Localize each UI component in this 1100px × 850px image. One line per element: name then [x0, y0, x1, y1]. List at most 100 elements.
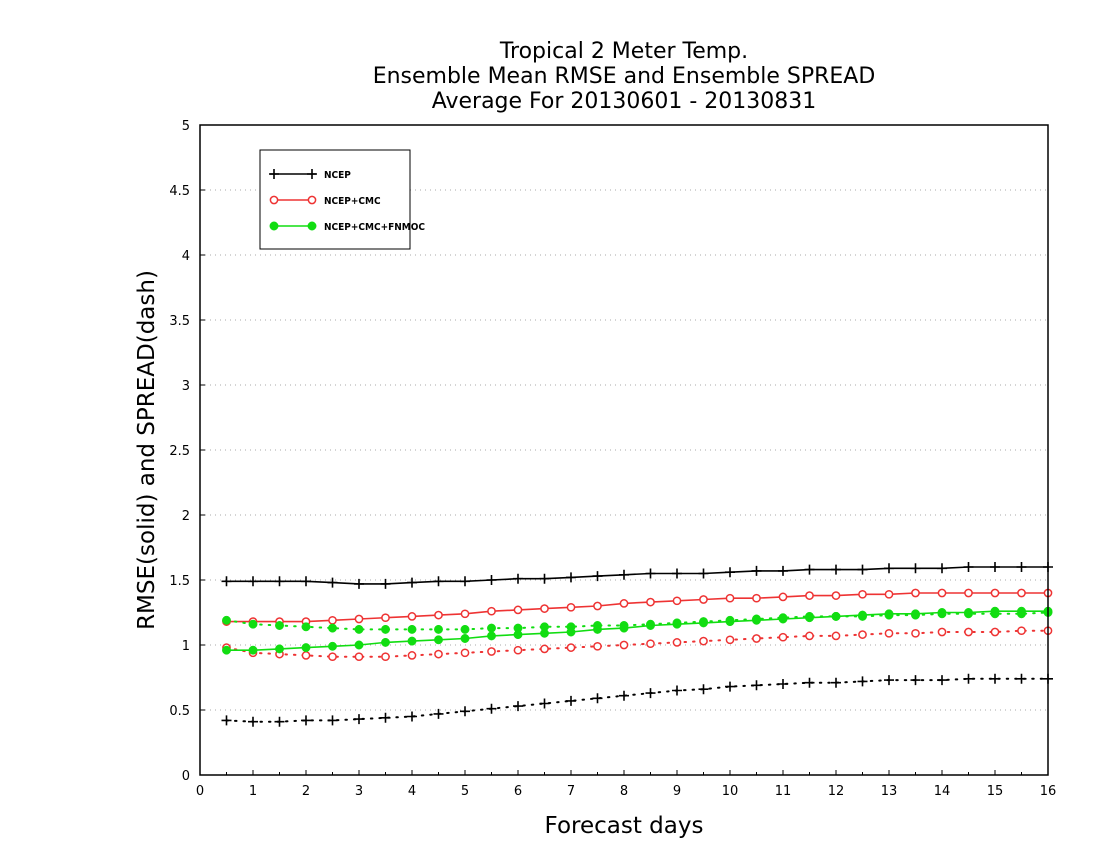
y-tick-label: 4 — [182, 249, 190, 264]
series-ncep-cmc — [222, 588, 1053, 662]
rmse-point — [1017, 588, 1026, 598]
legend-label: NCEP+CMC+FNMOC — [324, 222, 425, 233]
rmse-point — [540, 604, 549, 613]
rmse-point — [619, 599, 629, 608]
x-axis-label: Forecast days — [545, 813, 704, 839]
y-tick-label: 3 — [182, 379, 190, 394]
rmse-point — [513, 573, 523, 584]
rmse-point — [804, 564, 815, 575]
rmse-point — [699, 618, 708, 628]
rmse-point — [566, 572, 576, 583]
rmse-point — [539, 573, 550, 584]
spread-point — [910, 675, 921, 686]
spread-point — [328, 623, 337, 633]
y-tick-label: 4.5 — [169, 184, 190, 199]
rmse-point — [858, 610, 867, 620]
spread-point — [460, 624, 470, 634]
rmse-point — [672, 619, 682, 629]
rmse-point — [486, 575, 497, 585]
spread-point — [381, 652, 390, 662]
rmse-point — [911, 609, 920, 619]
spread-line — [225, 629, 1049, 658]
spread-point — [513, 701, 523, 712]
spread-point — [248, 619, 258, 629]
spread-point — [222, 615, 231, 625]
rmse-point — [725, 593, 735, 603]
rmse-point — [963, 562, 974, 572]
rmse-line — [226, 592, 1048, 623]
x-tick-label: 8 — [620, 784, 628, 799]
spread-point — [354, 714, 364, 725]
spread-line — [225, 677, 1049, 723]
rmse-line — [226, 566, 1048, 585]
rmse-point — [380, 578, 391, 589]
spread-point — [460, 648, 470, 658]
legend: NCEP NCEP+CMC NCEP+CMC+FNMOC — [259, 149, 425, 250]
series-layer — [221, 562, 1053, 727]
x-tick-label: 9 — [673, 784, 681, 799]
legend-item: NCEP — [269, 169, 351, 181]
title-line-3: Average For 20130601 - 20130831 — [432, 89, 817, 114]
x-tick-label: 6 — [514, 784, 522, 799]
rmse-point — [221, 576, 232, 587]
y-tick-label: 0.5 — [169, 704, 190, 719]
rmse-point — [884, 589, 894, 599]
rmse-point — [752, 593, 761, 603]
rmse-point — [301, 643, 311, 653]
spread-point — [487, 623, 496, 633]
y-axis: 0 0.5 1 1.5 2 2.5 3 3.5 4 4.5 5 — [169, 119, 205, 784]
x-tick-label: 1 — [249, 784, 257, 799]
rmse-point — [433, 576, 444, 587]
rmse-point — [592, 571, 603, 582]
series-ncep-cmc-fnmoc — [222, 606, 1053, 655]
rmse-point — [672, 596, 682, 606]
rmse-point — [725, 617, 735, 627]
x-tick-label: 5 — [461, 784, 469, 799]
spread-point — [487, 647, 496, 656]
legend-item: NCEP+CMC+FNMOC — [269, 221, 425, 233]
spread-point — [434, 649, 443, 659]
rmse-point — [937, 588, 947, 598]
spread-point — [619, 640, 629, 650]
y-tick-label: 0 — [182, 769, 190, 784]
legend-label: NCEP+CMC — [324, 196, 381, 207]
rmse-point — [937, 563, 947, 574]
legend-marker — [269, 195, 279, 205]
spread-point — [380, 712, 391, 723]
x-tick-label: 12 — [828, 784, 845, 799]
rmse-point — [460, 634, 470, 643]
x-tick-label: 11 — [775, 784, 792, 799]
y-tick-label: 3.5 — [169, 314, 190, 329]
spread-point — [672, 638, 682, 647]
x-tick-label: 14 — [934, 784, 951, 799]
rmse-point — [327, 577, 338, 588]
spread-point — [407, 711, 417, 722]
spread-point — [804, 677, 815, 688]
spread-point — [645, 688, 656, 699]
rmse-point — [964, 608, 973, 617]
spread-point — [857, 676, 868, 687]
rmse-point — [593, 624, 602, 634]
y-tick-label: 2 — [182, 509, 190, 524]
legend-marker — [269, 221, 279, 231]
spread-point — [354, 652, 364, 662]
spread-point — [698, 684, 709, 695]
x-tick-label: 15 — [987, 784, 1004, 799]
title-line-1: Tropical 2 Meter Temp. — [499, 39, 748, 64]
spread-point — [937, 627, 947, 637]
spread-point — [990, 673, 1000, 684]
rmse-point — [407, 612, 417, 621]
rmse-point — [354, 640, 364, 650]
rmse-point — [248, 645, 258, 655]
spread-point — [407, 651, 417, 660]
rmse-point — [354, 614, 364, 624]
spread-point — [858, 630, 867, 639]
x-tick-label: 2 — [302, 784, 310, 799]
rmse-point — [434, 610, 443, 620]
spread-point — [752, 634, 761, 643]
rmse-point — [751, 565, 762, 576]
spread-point — [540, 644, 549, 654]
spread-point — [937, 675, 947, 686]
spread-point — [1016, 673, 1027, 684]
